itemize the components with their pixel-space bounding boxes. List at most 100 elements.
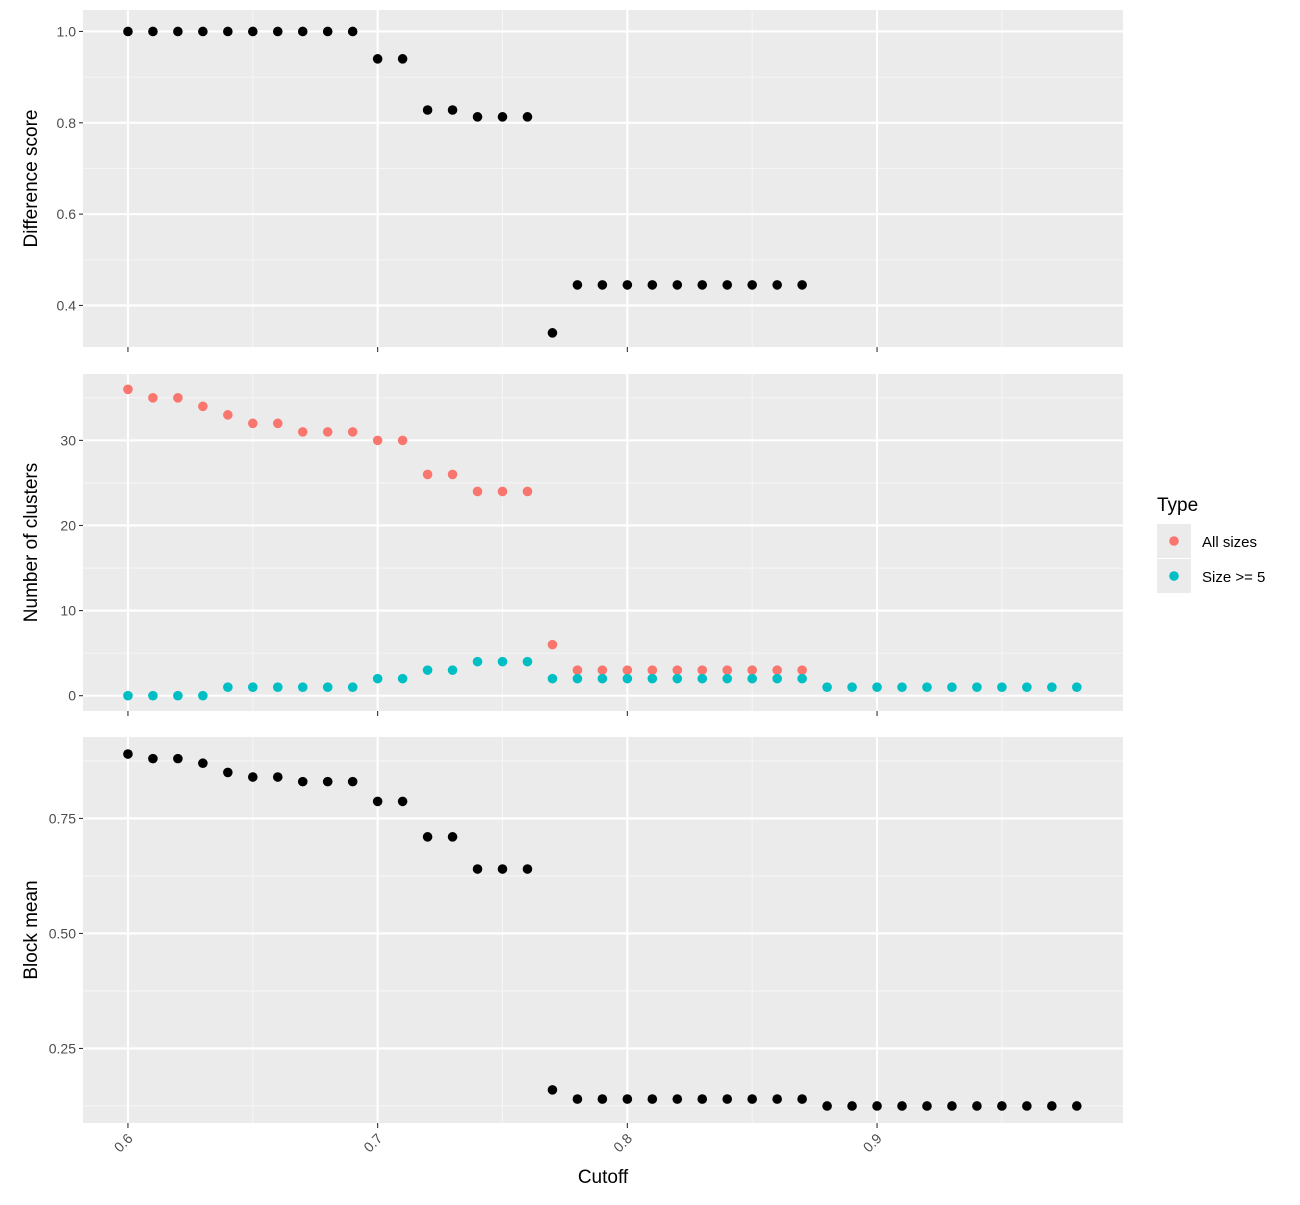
- data-point: [772, 665, 782, 675]
- data-point: [672, 673, 683, 684]
- data-point: [272, 772, 283, 782]
- data-point: [747, 280, 757, 290]
- data-point: [722, 665, 733, 675]
- data-point: [397, 796, 408, 807]
- data-point: [797, 280, 807, 290]
- data-point: [397, 54, 408, 64]
- data-point: [272, 26, 283, 37]
- panel-1: 0.4 0.6 0.8 1.0 Difference score: [21, 10, 1123, 352]
- data-point: [272, 682, 283, 692]
- data-point: [697, 280, 708, 290]
- data-point: [947, 1101, 957, 1111]
- data-point: [697, 665, 708, 675]
- data-point: [797, 673, 807, 684]
- data-point: [572, 665, 583, 675]
- data-point: [223, 26, 233, 37]
- data-point: [297, 26, 308, 37]
- series-3-1: [123, 749, 1082, 1111]
- data-point: [522, 112, 533, 122]
- data-point: [497, 112, 508, 122]
- data-point: [847, 1101, 857, 1111]
- data-point: [472, 864, 483, 874]
- data-point: [198, 401, 208, 412]
- data-point: [547, 328, 558, 338]
- y-tick-label: 0.6: [57, 206, 77, 222]
- panel-background: [83, 737, 1123, 1123]
- data-point: [797, 665, 807, 675]
- data-point: [522, 656, 533, 667]
- data-point: [497, 486, 508, 497]
- data-point: [297, 776, 308, 787]
- legend: Type All sizes Size >= 5: [1157, 495, 1265, 593]
- data-point: [123, 26, 133, 37]
- data-point: [247, 772, 258, 782]
- panel-2: 0 10 20 30 Number of clusters: [21, 374, 1123, 716]
- data-point: [722, 1094, 733, 1104]
- x-axis-title: Cutoff: [578, 1167, 629, 1188]
- data-point: [547, 639, 558, 650]
- data-point: [647, 665, 658, 675]
- x-tick-label: 0.6: [111, 1130, 136, 1155]
- data-point: [322, 682, 333, 692]
- data-point: [347, 682, 358, 692]
- data-point: [647, 673, 658, 684]
- data-point: [597, 280, 608, 290]
- data-point: [372, 435, 383, 446]
- data-point: [148, 393, 158, 403]
- x-tick-label: 0.7: [360, 1130, 385, 1155]
- data-point: [547, 1085, 558, 1095]
- data-point: [972, 1101, 982, 1111]
- data-point: [1072, 1101, 1082, 1111]
- data-point: [223, 767, 233, 778]
- y-tick-label: 20: [60, 517, 76, 533]
- data-point: [522, 864, 533, 874]
- data-point: [797, 1094, 807, 1104]
- data-point: [872, 682, 882, 692]
- data-point: [447, 469, 458, 480]
- data-point: [372, 54, 383, 64]
- y-tick-label: 0.4: [57, 297, 77, 313]
- data-point: [997, 682, 1007, 692]
- data-point: [247, 26, 258, 37]
- data-point: [497, 656, 508, 667]
- data-point: [347, 776, 358, 787]
- data-point: [272, 418, 283, 429]
- data-point: [522, 486, 533, 497]
- data-point: [622, 665, 633, 675]
- panel-3: 0.25 0.50 0.75 Block mean: [21, 737, 1123, 1128]
- data-point: [997, 1101, 1007, 1111]
- data-point: [672, 1094, 683, 1104]
- panel-background: [83, 374, 1123, 711]
- data-point: [747, 673, 757, 684]
- y-tick-label: 0.50: [49, 925, 76, 941]
- y-tick-label: 0.8: [57, 115, 77, 131]
- data-point: [597, 1094, 608, 1104]
- legend-label: Size >= 5: [1202, 569, 1265, 586]
- data-point: [872, 1101, 882, 1111]
- legend-title: Type: [1157, 495, 1198, 516]
- data-point: [247, 682, 258, 692]
- data-point: [173, 753, 183, 764]
- legend-label: All sizes: [1202, 534, 1257, 551]
- data-point: [597, 673, 608, 684]
- data-point: [722, 673, 733, 684]
- data-point: [472, 112, 483, 122]
- data-point: [297, 427, 308, 437]
- x-tick-label: 0.8: [610, 1130, 635, 1155]
- data-point: [622, 280, 633, 290]
- data-point: [1047, 1101, 1057, 1111]
- data-point: [322, 427, 333, 437]
- y-tick-label: 0.25: [49, 1040, 76, 1056]
- data-point: [347, 427, 358, 437]
- y-tick-label: 0.75: [49, 810, 76, 826]
- legend-key-point: [1169, 571, 1179, 581]
- legend-key-point: [1169, 536, 1179, 546]
- y-axis-title: Block mean: [21, 880, 42, 979]
- data-point: [672, 665, 683, 675]
- data-point: [647, 280, 658, 290]
- data-point: [472, 486, 483, 497]
- data-point: [1047, 682, 1057, 692]
- data-point: [447, 665, 458, 675]
- data-point: [497, 864, 508, 874]
